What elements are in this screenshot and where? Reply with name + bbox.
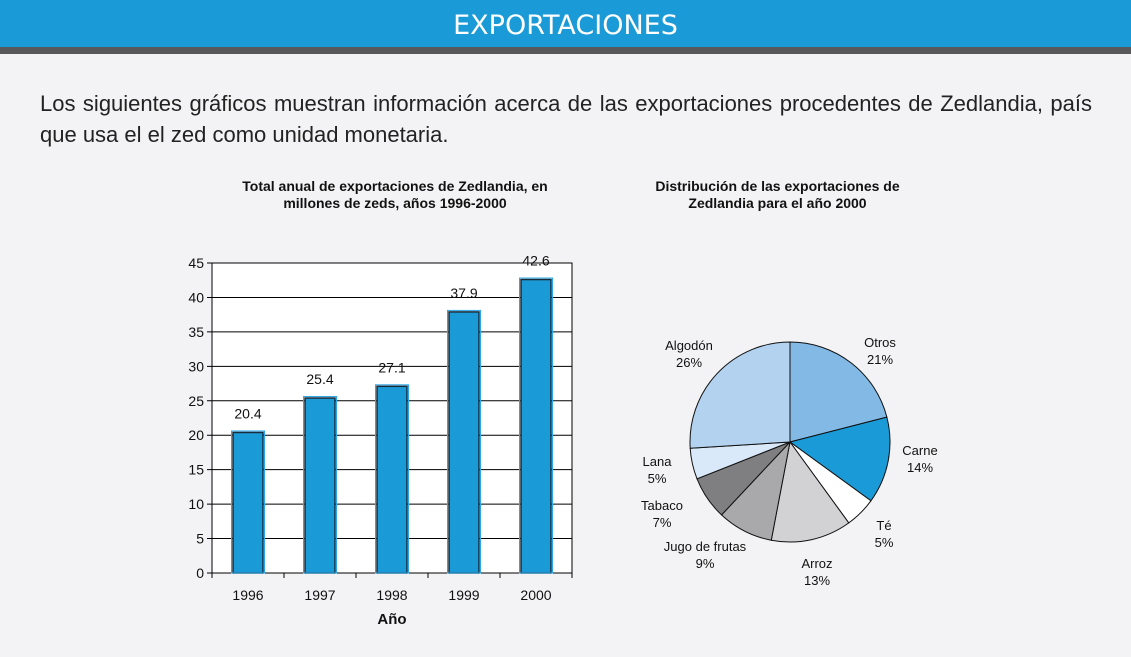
slice-label: Jugo de frutas — [664, 539, 747, 554]
y-tick-label: 20 — [188, 427, 204, 443]
slice-label: Algodón — [665, 338, 713, 353]
x-tick-label: 1998 — [376, 587, 407, 603]
y-tick-label: 15 — [188, 462, 204, 478]
pie-slice-algodón — [689, 341, 791, 449]
pie-slice-arroz — [770, 440, 850, 543]
slice-percent: 21% — [867, 352, 893, 367]
x-tick-label: 1996 — [232, 587, 263, 603]
y-tick-label: 5 — [196, 531, 204, 547]
slice-label: Otros — [864, 335, 896, 350]
y-tick-label: 40 — [188, 289, 204, 305]
slice-percent: 5% — [875, 535, 894, 550]
data-label: 27.1 — [378, 359, 405, 375]
bar-2000 — [520, 278, 552, 574]
slice-percent: 5% — [648, 471, 667, 486]
page-header: EXPORTACIONES — [0, 0, 1131, 47]
slice-percent: 26% — [676, 355, 702, 370]
bar-outline — [375, 384, 409, 574]
pie-slice-otros — [789, 341, 888, 443]
intro-text: Los siguientes gráficos muestran informa… — [40, 91, 1092, 147]
slice-label: Tabaco — [641, 498, 683, 513]
slice-label: Carne — [902, 443, 937, 458]
y-tick-label: 30 — [188, 358, 204, 374]
slice-percent: 9% — [696, 556, 715, 571]
bar-1998 — [376, 385, 408, 574]
bar-1999 — [448, 311, 480, 574]
header-divider — [0, 47, 1131, 54]
y-tick-label: 35 — [188, 324, 204, 340]
y-tick-label: 10 — [188, 496, 204, 512]
data-label: 37.9 — [450, 285, 477, 301]
y-tick-label: 45 — [188, 255, 204, 271]
bar-outline — [231, 430, 265, 574]
slice-percent: 14% — [907, 460, 933, 475]
y-tick-label: 0 — [196, 565, 204, 581]
x-axis-label: Año — [377, 611, 406, 628]
slice-label: Lana — [643, 454, 673, 469]
y-tick-label: 25 — [188, 393, 204, 409]
pie-chart-title: Distribución de las exportaciones de Zed… — [655, 178, 900, 211]
slice-percent: 7% — [653, 515, 672, 530]
x-tick-label: 1999 — [448, 587, 479, 603]
x-tick-label: 1997 — [304, 587, 335, 603]
bar-1996 — [232, 431, 264, 574]
bar-outline — [519, 277, 553, 574]
bar-outline — [303, 396, 337, 574]
pie-slice-carne — [788, 416, 891, 502]
data-label: 20.4 — [234, 405, 261, 421]
bar-outline — [447, 309, 481, 574]
slice-percent: 13% — [804, 573, 830, 588]
data-label: 25.4 — [306, 371, 333, 387]
data-label: 42.6 — [522, 253, 549, 269]
slice-label: Té — [876, 518, 891, 533]
slice-label: Arroz — [801, 556, 832, 571]
x-tick-label: 2000 — [520, 587, 551, 603]
bar-chart-title: Total anual de exportaciones de Zedlandi… — [242, 178, 548, 211]
bar-1997 — [304, 397, 336, 574]
